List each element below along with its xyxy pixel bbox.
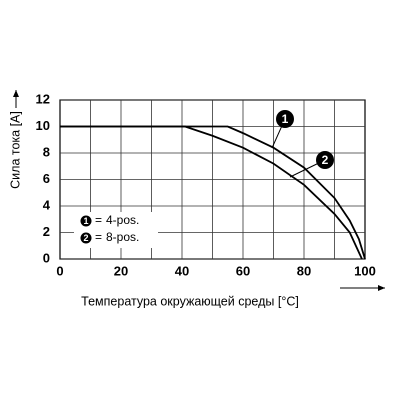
legend-marker: 2 xyxy=(83,233,88,243)
x-tick-label: 100 xyxy=(354,263,376,278)
legend-badge xyxy=(80,215,92,227)
annotation-label: 2 xyxy=(322,153,329,167)
y-tick-label: 10 xyxy=(36,118,50,133)
legend-label: 8-pos. xyxy=(106,230,139,244)
x-tick-label: 60 xyxy=(236,263,250,278)
line xyxy=(60,125,363,260)
x-axis-label: Температура окружающей среды [°C] xyxy=(81,294,299,308)
y-tick-label: 8 xyxy=(43,144,50,159)
legend-marker: 1 xyxy=(83,216,88,226)
y-tick-label: 0 xyxy=(43,250,50,265)
annotation-label: 1 xyxy=(282,112,289,126)
x-arrow-head xyxy=(378,285,385,291)
y-tick-label: 6 xyxy=(43,171,50,186)
legend-equals: = xyxy=(95,213,102,227)
x-tick-label: 20 xyxy=(114,263,128,278)
x-tick-label: 40 xyxy=(175,263,189,278)
y-tick-label: 4 xyxy=(43,197,51,212)
legend-equals: = xyxy=(95,230,102,244)
y-tick-label: 12 xyxy=(36,91,50,106)
annotation-badge xyxy=(276,110,294,128)
legend-label: 4-pos. xyxy=(106,213,139,227)
annotation-badge xyxy=(316,151,334,169)
legend-badge xyxy=(80,232,92,244)
x-tick-label: 0 xyxy=(56,263,63,278)
line xyxy=(60,125,366,260)
y-axis-label: Сила тока [A] xyxy=(8,111,22,189)
y-tick-label: 2 xyxy=(43,224,50,239)
x-tick-label: 80 xyxy=(297,263,311,278)
y-arrow-head xyxy=(13,90,19,97)
